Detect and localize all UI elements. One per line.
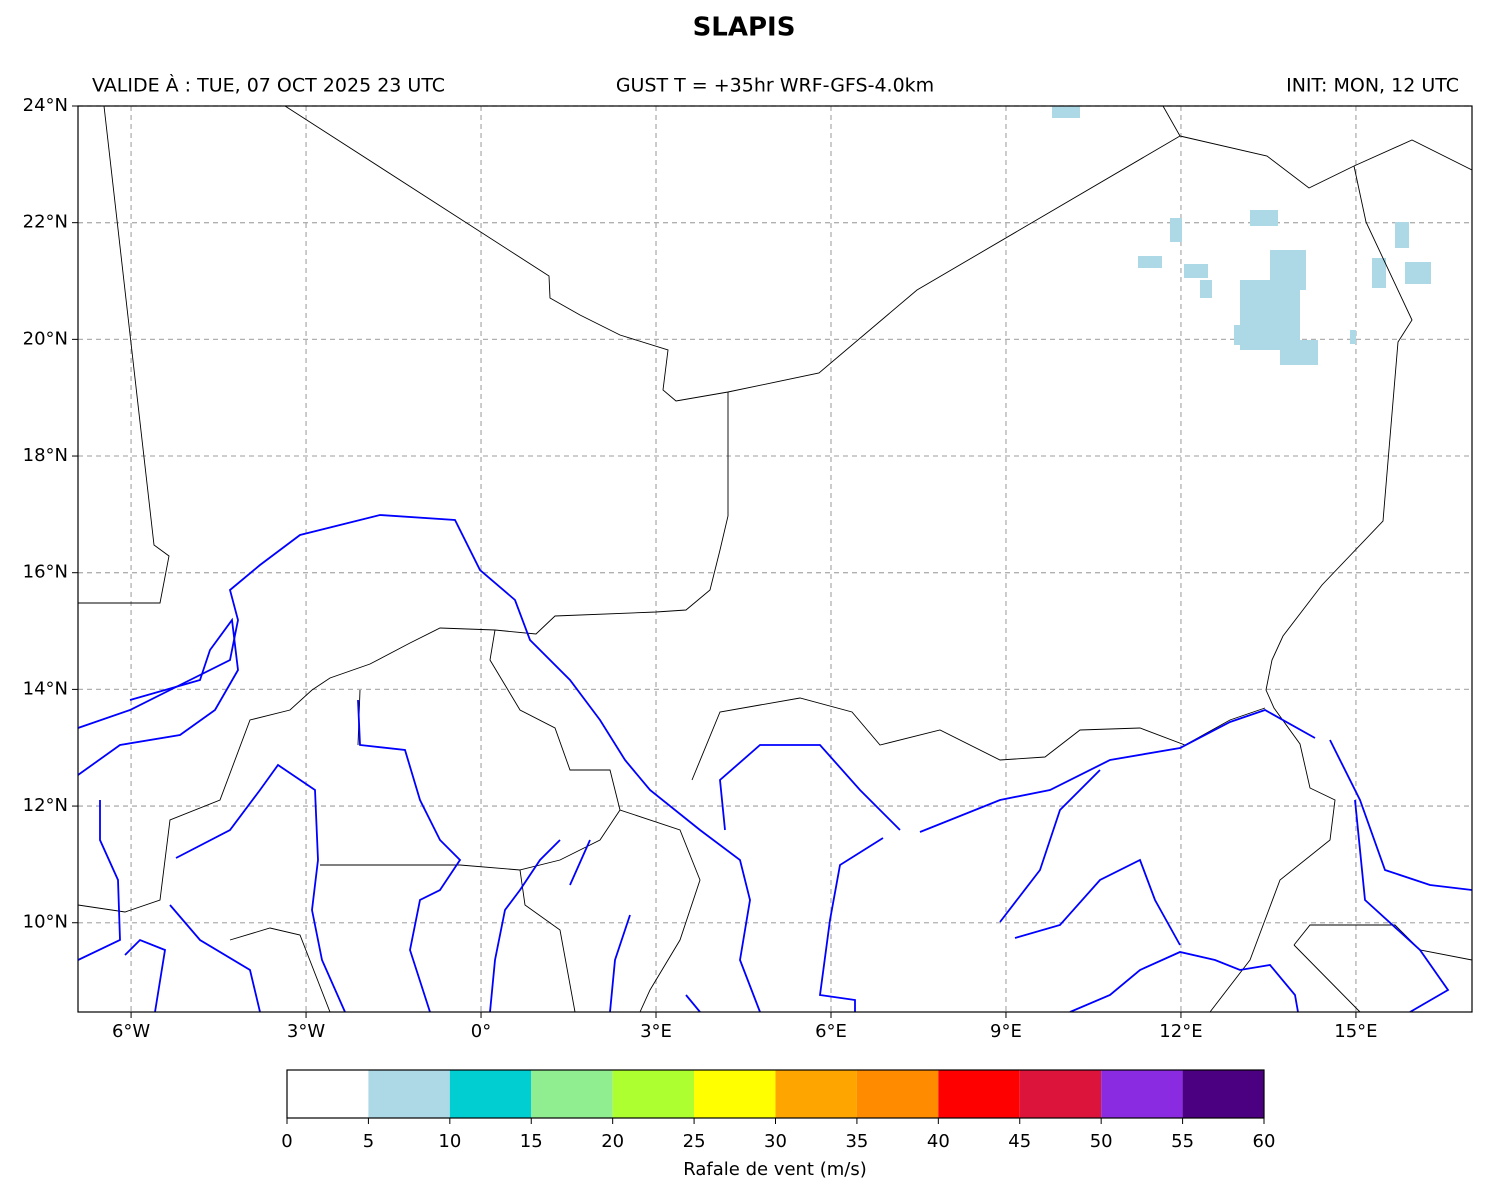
y-tick-label: 14°N	[23, 678, 68, 699]
colorbar: 0 5 10 15 20 25 30 35 40 45 50 55 60	[281, 1069, 1276, 1152]
colorbar-segment	[1182, 1070, 1264, 1118]
header-right: INIT: MON, 12 UTC	[1286, 75, 1459, 97]
colorbar-segment	[287, 1070, 369, 1118]
colorbar-segment	[612, 1070, 695, 1118]
x-tick-label: 9°E	[990, 1021, 1022, 1042]
map-frame	[77, 105, 1473, 1013]
x-tick-label: 6°E	[815, 1021, 847, 1042]
colorbar-tick-label: 10	[438, 1131, 461, 1152]
colorbar-segment	[856, 1070, 939, 1118]
colorbar-tick-label: 50	[1090, 1131, 1113, 1152]
y-tick-label: 10°N	[23, 912, 68, 933]
x-tick-label: 6°W	[112, 1021, 150, 1042]
header-center: GUST T = +35hr WRF-GFS-4.0km	[616, 75, 934, 97]
header-left: VALIDE À : TUE, 07 OCT 2025 23 UTC	[92, 74, 445, 97]
grid	[78, 105, 1472, 1012]
y-tick-label: 24°N	[23, 95, 68, 116]
colorbar-label: Rafale de vent (m/s)	[683, 1159, 866, 1180]
colorbar-segment	[449, 1070, 532, 1118]
y-tick-label: 16°N	[23, 562, 68, 583]
colorbar-segment	[938, 1070, 1020, 1118]
colorbar-segment	[775, 1070, 857, 1118]
gust-patches	[1052, 106, 1431, 365]
x-tick-label: 15°E	[1334, 1021, 1377, 1042]
map-features	[78, 106, 1472, 1012]
colorbar-segment	[1019, 1070, 1102, 1118]
x-tick-label: 0°	[471, 1021, 491, 1042]
colorbar-tick-label: 40	[927, 1131, 950, 1152]
colorbar-segment	[694, 1070, 776, 1118]
x-tick-label: 12°E	[1159, 1021, 1202, 1042]
colorbar-segment	[1101, 1070, 1183, 1118]
colorbar-tick-label: 30	[764, 1131, 787, 1152]
colorbar-segment	[368, 1070, 450, 1118]
colorbar-tick-label: 20	[601, 1131, 624, 1152]
y-tick-label: 22°N	[23, 212, 68, 233]
colorbar-segment	[531, 1070, 613, 1118]
colorbar-tick-label: 35	[845, 1131, 868, 1152]
title: SLAPIS	[693, 13, 796, 43]
colorbar-tick-label: 55	[1171, 1131, 1194, 1152]
colorbar-tick-label: 15	[520, 1131, 543, 1152]
y-tick-label: 18°N	[23, 445, 68, 466]
colorbar-tick-label: 60	[1253, 1131, 1276, 1152]
x-tick-label: 3°E	[640, 1021, 672, 1042]
borders	[78, 106, 1472, 1012]
rivers	[78, 514, 1472, 1012]
colorbar-tick-label: 45	[1008, 1131, 1031, 1152]
colorbar-tick-label: 25	[683, 1131, 706, 1152]
x-tick-label: 3°W	[287, 1021, 325, 1042]
y-tick-label: 20°N	[23, 328, 68, 349]
y-tick-label: 12°N	[23, 795, 68, 816]
colorbar-tick-label: 5	[363, 1131, 374, 1152]
colorbar-tick-label: 0	[281, 1131, 292, 1152]
